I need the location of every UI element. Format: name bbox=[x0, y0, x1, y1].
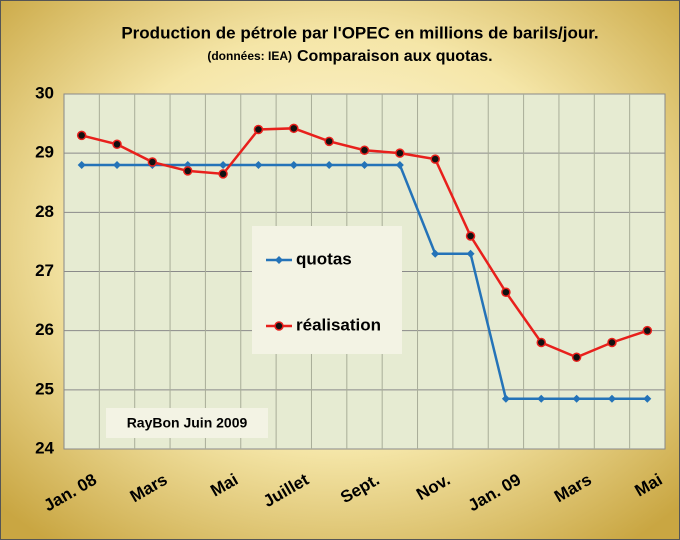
point bbox=[431, 249, 440, 258]
point bbox=[76, 130, 87, 141]
point bbox=[274, 321, 284, 331]
source-note: (données: IEA) bbox=[207, 49, 292, 63]
annotation-box bbox=[106, 408, 268, 438]
point bbox=[218, 169, 228, 179]
point bbox=[182, 166, 193, 176]
y-tick-label: 29 bbox=[35, 143, 54, 162]
point bbox=[395, 148, 405, 158]
point bbox=[501, 394, 510, 403]
point bbox=[289, 161, 298, 169]
chart-title: Production de pétrole par l'OPEC en mill… bbox=[121, 23, 598, 42]
point bbox=[254, 161, 263, 169]
point bbox=[571, 352, 582, 363]
y-tick-label: 27 bbox=[35, 261, 54, 280]
point bbox=[501, 287, 511, 297]
point bbox=[642, 325, 653, 336]
point bbox=[113, 161, 122, 169]
point bbox=[253, 124, 264, 135]
annotation: RayBon Juin 2009 bbox=[127, 415, 248, 431]
point bbox=[289, 123, 299, 134]
y-tick-label: 28 bbox=[35, 202, 54, 221]
point bbox=[607, 337, 617, 348]
point bbox=[465, 231, 476, 241]
point bbox=[360, 161, 369, 169]
point bbox=[537, 394, 546, 403]
legend-box bbox=[252, 226, 402, 354]
point bbox=[430, 154, 440, 164]
legend-label: réalisation bbox=[296, 315, 381, 334]
point bbox=[643, 394, 652, 403]
point bbox=[325, 161, 334, 169]
point bbox=[324, 136, 334, 147]
point bbox=[466, 249, 475, 258]
point bbox=[77, 161, 86, 169]
point bbox=[112, 139, 122, 150]
point bbox=[359, 145, 370, 155]
point bbox=[395, 161, 404, 169]
y-tick-label: 24 bbox=[35, 438, 54, 457]
point bbox=[572, 394, 581, 403]
point bbox=[607, 394, 616, 403]
y-tick-label: 26 bbox=[35, 320, 54, 339]
point bbox=[275, 256, 283, 264]
legend-label: quotas bbox=[296, 249, 352, 268]
point bbox=[219, 161, 228, 169]
y-tick-label: 30 bbox=[35, 83, 54, 102]
point bbox=[147, 157, 158, 167]
point bbox=[536, 337, 547, 348]
chart-subtitle: Comparaison aux quotas. bbox=[297, 48, 493, 65]
y-tick-label: 25 bbox=[35, 379, 54, 398]
